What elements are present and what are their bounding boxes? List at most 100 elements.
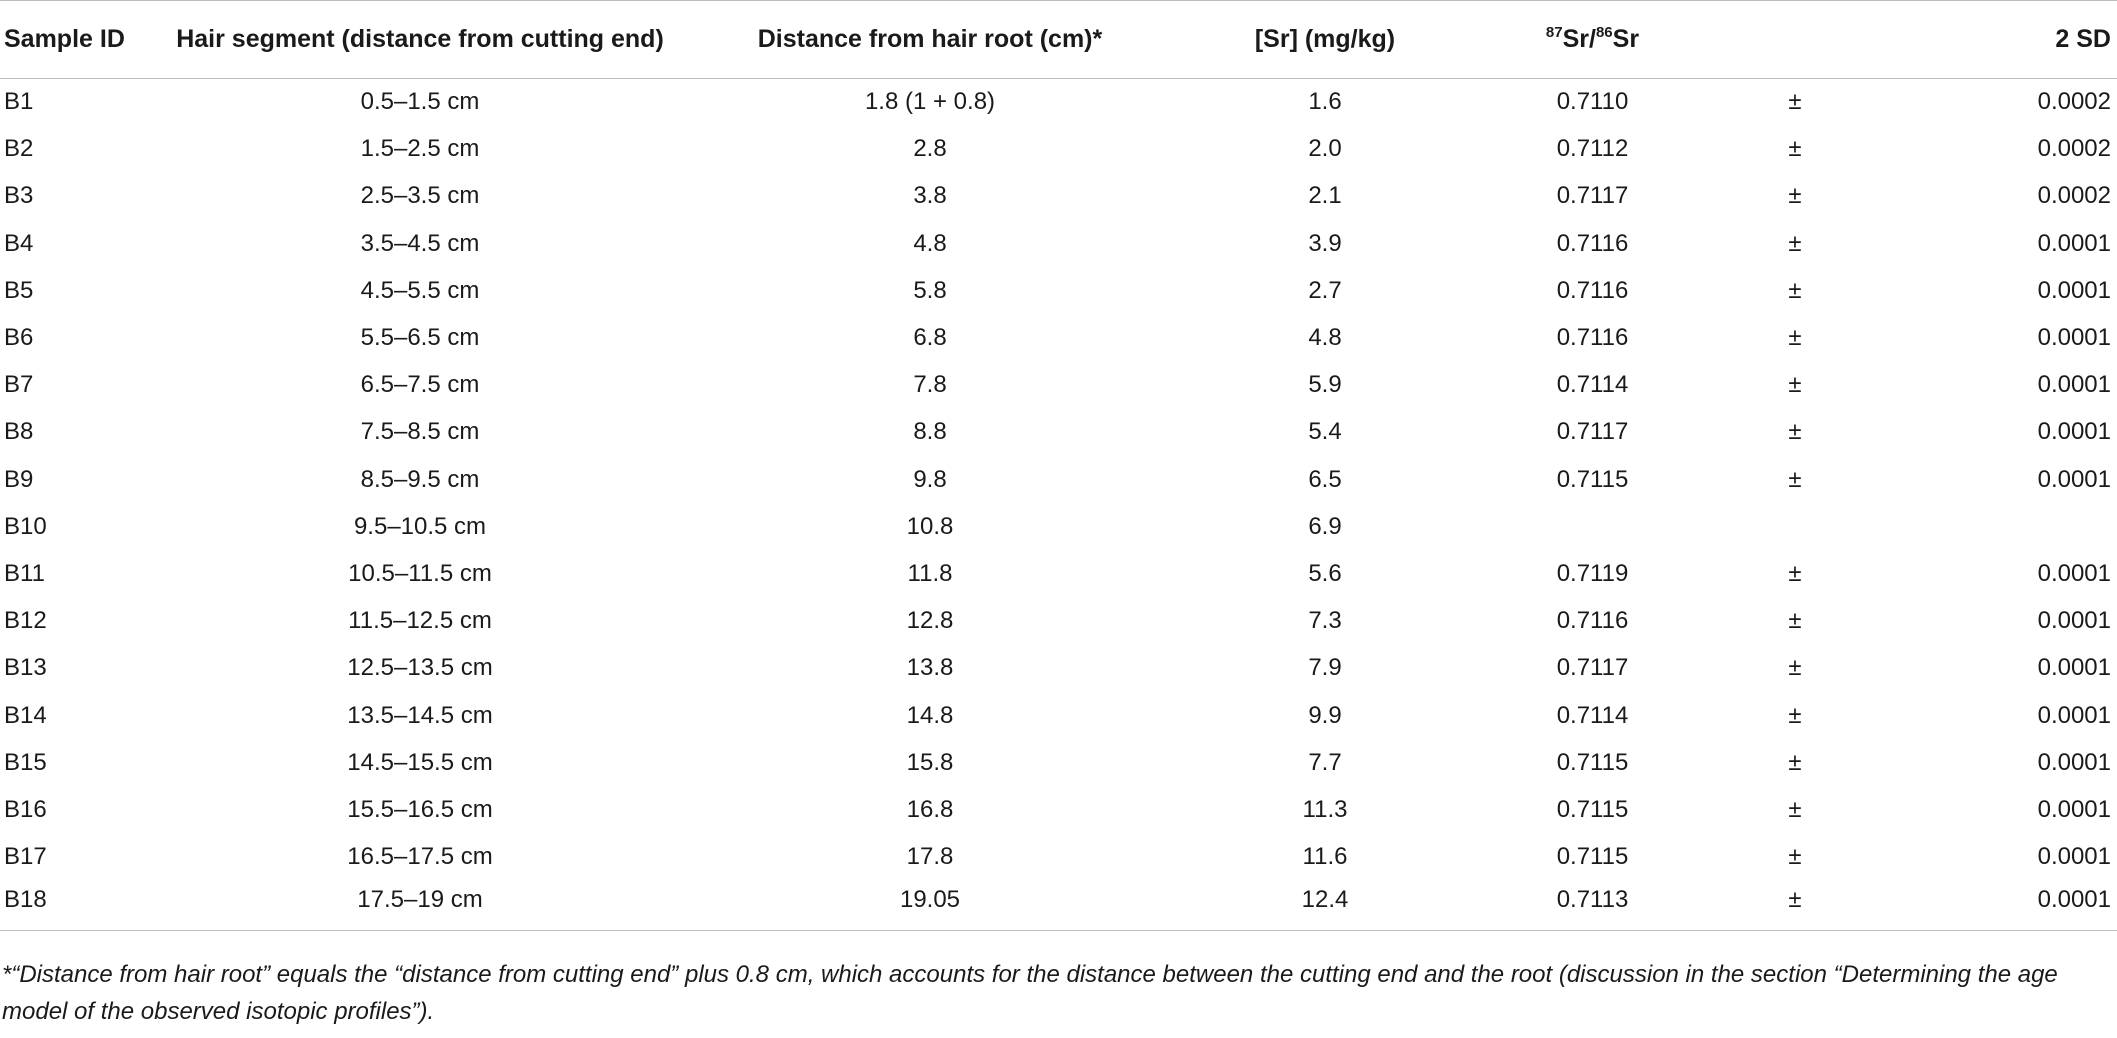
cell-sr-ratio: 0.7115: [1556, 843, 1629, 871]
cell-sr-concentration: 5.9: [1308, 371, 1342, 399]
header-sample-id: Sample ID: [0, 0, 170, 79]
cell-2sd: 0.0001: [2037, 654, 2111, 682]
cell-hair-segment: 14.5–15.5 cm: [347, 748, 493, 776]
table-row: B13 12.5–13.5 cm 13.8 7.9 0.7117 ±0.0001: [0, 645, 2117, 692]
cell-hair-segment: 4.5–5.5 cm: [360, 276, 480, 304]
cell-sr-ratio: 0.7110: [1556, 88, 1629, 116]
cell-distance-from-root: 12.8: [906, 607, 954, 635]
cell-plus-minus: ±: [1788, 229, 1802, 257]
cell-2sd: 0.0001: [2037, 701, 2111, 729]
cell-hair-segment: 11.5–12.5 cm: [348, 607, 492, 635]
cell-sample-id: B14: [4, 701, 47, 729]
cell-hair-segment: 2.5–3.5 cm: [360, 182, 480, 210]
cell-sample-id: B7: [4, 371, 34, 399]
table-row: B3 2.5–3.5 cm 3.8 2.1 0.7117 ±0.0002: [0, 173, 2117, 220]
cell-distance-from-root: 17.8: [906, 843, 954, 871]
header-2sd: 2 SD: [1865, 0, 2117, 79]
cell-distance-from-root: 4.8: [913, 229, 947, 257]
cell-sr-concentration: 5.6: [1308, 559, 1342, 587]
cell-hair-segment: 9.5–10.5 cm: [353, 512, 487, 540]
cell-hair-segment: 10.5–11.5 cm: [348, 559, 492, 587]
cell-sr-ratio: 0.7117: [1556, 182, 1629, 210]
cell-plus-minus: ±: [1788, 701, 1802, 729]
cell-sr-ratio: 0.7113: [1460, 880, 1725, 932]
cell-sr-ratio: 0.7112: [1556, 135, 1629, 163]
cell-sr-concentration: 12.4: [1190, 880, 1460, 932]
cell-sample-id: B5: [4, 276, 34, 304]
cell-sr-ratio: 0.7116: [1556, 324, 1629, 352]
cell-distance-from-root: 3.8: [913, 182, 947, 210]
cell-distance-from-root: 6.8: [913, 324, 947, 352]
cell-2sd: 0.0002: [2037, 182, 2111, 210]
header-plus-minus: [1725, 0, 1865, 79]
cell-plus-minus: ±: [1788, 654, 1802, 682]
cell-sr-concentration: 7.7: [1308, 748, 1342, 776]
cell-distance-from-root: 8.8: [913, 418, 947, 446]
cell-sr-concentration: 3.9: [1308, 229, 1342, 257]
cell-plus-minus: ±: [1788, 607, 1802, 635]
cell-2sd: 0.0001: [2037, 843, 2111, 871]
cell-distance-from-root: 16.8: [906, 795, 954, 823]
cell-sample-id: B6: [4, 324, 34, 352]
cell-hair-segment: 13.5–14.5 cm: [347, 701, 493, 729]
cell-hair-segment: 6.5–7.5 cm: [360, 371, 480, 399]
cell-sr-ratio: 0.7119: [1556, 559, 1629, 587]
cell-sr-concentration: 11.6: [1302, 843, 1348, 871]
ratio-end: Sr: [1612, 25, 1640, 53]
cell-sample-id: B11: [4, 559, 45, 587]
ratio-superscript-87: 87: [1545, 24, 1563, 41]
table-row: B10 9.5–10.5 cm 10.8 6.9: [0, 503, 2117, 550]
cell-hair-segment: 17.5–19 cm: [170, 880, 670, 932]
cell-sr-concentration: 9.9: [1308, 701, 1342, 729]
ratio-superscript-86: 86: [1595, 24, 1613, 41]
cell-distance-from-root: 13.8: [906, 654, 954, 682]
table-footnote: *“Distance from hair root” equals the “d…: [2, 961, 2058, 1025]
cell-hair-segment: 1.5–2.5 cm: [360, 135, 480, 163]
cell-2sd: 0.0001: [2037, 748, 2111, 776]
cell-sr-ratio: 0.7114: [1556, 371, 1629, 399]
cell-sr-concentration: 11.3: [1302, 795, 1348, 823]
cell-plus-minus: ±: [1788, 182, 1802, 210]
table-row: B15 14.5–15.5 cm 15.8 7.7 0.7115 ±0.0001: [0, 739, 2117, 786]
cell-hair-segment: 7.5–8.5 cm: [360, 418, 480, 446]
table-row: B9 8.5–9.5 cm 9.8 6.5 0.7115 ±0.0001: [0, 456, 2117, 503]
cell-distance-from-root: 15.8: [906, 748, 954, 776]
cell-plus-minus: [1725, 503, 1865, 550]
cell-2sd: 0.0001: [2037, 324, 2111, 352]
cell-2sd: 0.0001: [2037, 795, 2111, 823]
header-sr-isotope-ratio: 87Sr/86Sr: [1460, 0, 1725, 79]
table-row: B6 5.5–6.5 cm 6.8 4.8 0.7116 ±0.0001: [0, 314, 2117, 361]
cell-plus-minus: ±: [1788, 88, 1802, 116]
cell-plus-minus: ±: [1725, 880, 1865, 932]
cell-sr-ratio: [1460, 503, 1725, 550]
cell-sr-ratio: 0.7115: [1556, 465, 1629, 493]
cell-plus-minus: ±: [1788, 465, 1802, 493]
cell-hair-segment: 5.5–6.5 cm: [360, 324, 480, 352]
header-distance-from-root: Distance from hair root (cm)*: [670, 0, 1190, 79]
table-row: B2 1.5–2.5 cm 2.8 2.0 0.7112 ±0.0002: [0, 126, 2117, 173]
cell-sr-ratio: 0.7117: [1556, 654, 1629, 682]
cell-sr-ratio: 0.7116: [1556, 229, 1629, 257]
cell-sr-concentration: 1.6: [1308, 88, 1342, 116]
cell-distance-from-root: 14.8: [906, 701, 954, 729]
cell-hair-segment: 0.5–1.5 cm: [360, 88, 480, 116]
table-row: B17 16.5–17.5 cm 17.8 11.6 0.7115 ±0.0001: [0, 834, 2117, 881]
header-row: Sample ID Hair segment (distance from cu…: [0, 0, 2117, 79]
cell-2sd: 0.0001: [2037, 559, 2111, 587]
cell-2sd: 0.0001: [1865, 880, 2117, 932]
header-hair-segment: Hair segment (distance from cutting end): [170, 0, 670, 79]
cell-plus-minus: ±: [1788, 276, 1802, 304]
cell-sample-id: B9: [4, 465, 34, 493]
cell-2sd: 0.0001: [2037, 229, 2111, 257]
table-row: B18 17.5–19 cm 19.05 12.4 0.7113 ±0.0001: [0, 880, 2117, 932]
cell-2sd: [1865, 503, 2117, 550]
cell-sample-id: B12: [4, 607, 47, 635]
cell-sample-id: B3: [4, 182, 34, 210]
ratio-mid: Sr/: [1562, 25, 1596, 53]
cell-hair-segment: 3.5–4.5 cm: [360, 229, 480, 257]
table-row: B8 7.5–8.5 cm 8.8 5.4 0.7117 ±0.0001: [0, 409, 2117, 456]
cell-plus-minus: ±: [1788, 795, 1802, 823]
cell-sample-id: B17: [4, 843, 47, 871]
cell-hair-segment: 16.5–17.5 cm: [347, 843, 493, 871]
cell-2sd: 0.0001: [2037, 418, 2111, 446]
